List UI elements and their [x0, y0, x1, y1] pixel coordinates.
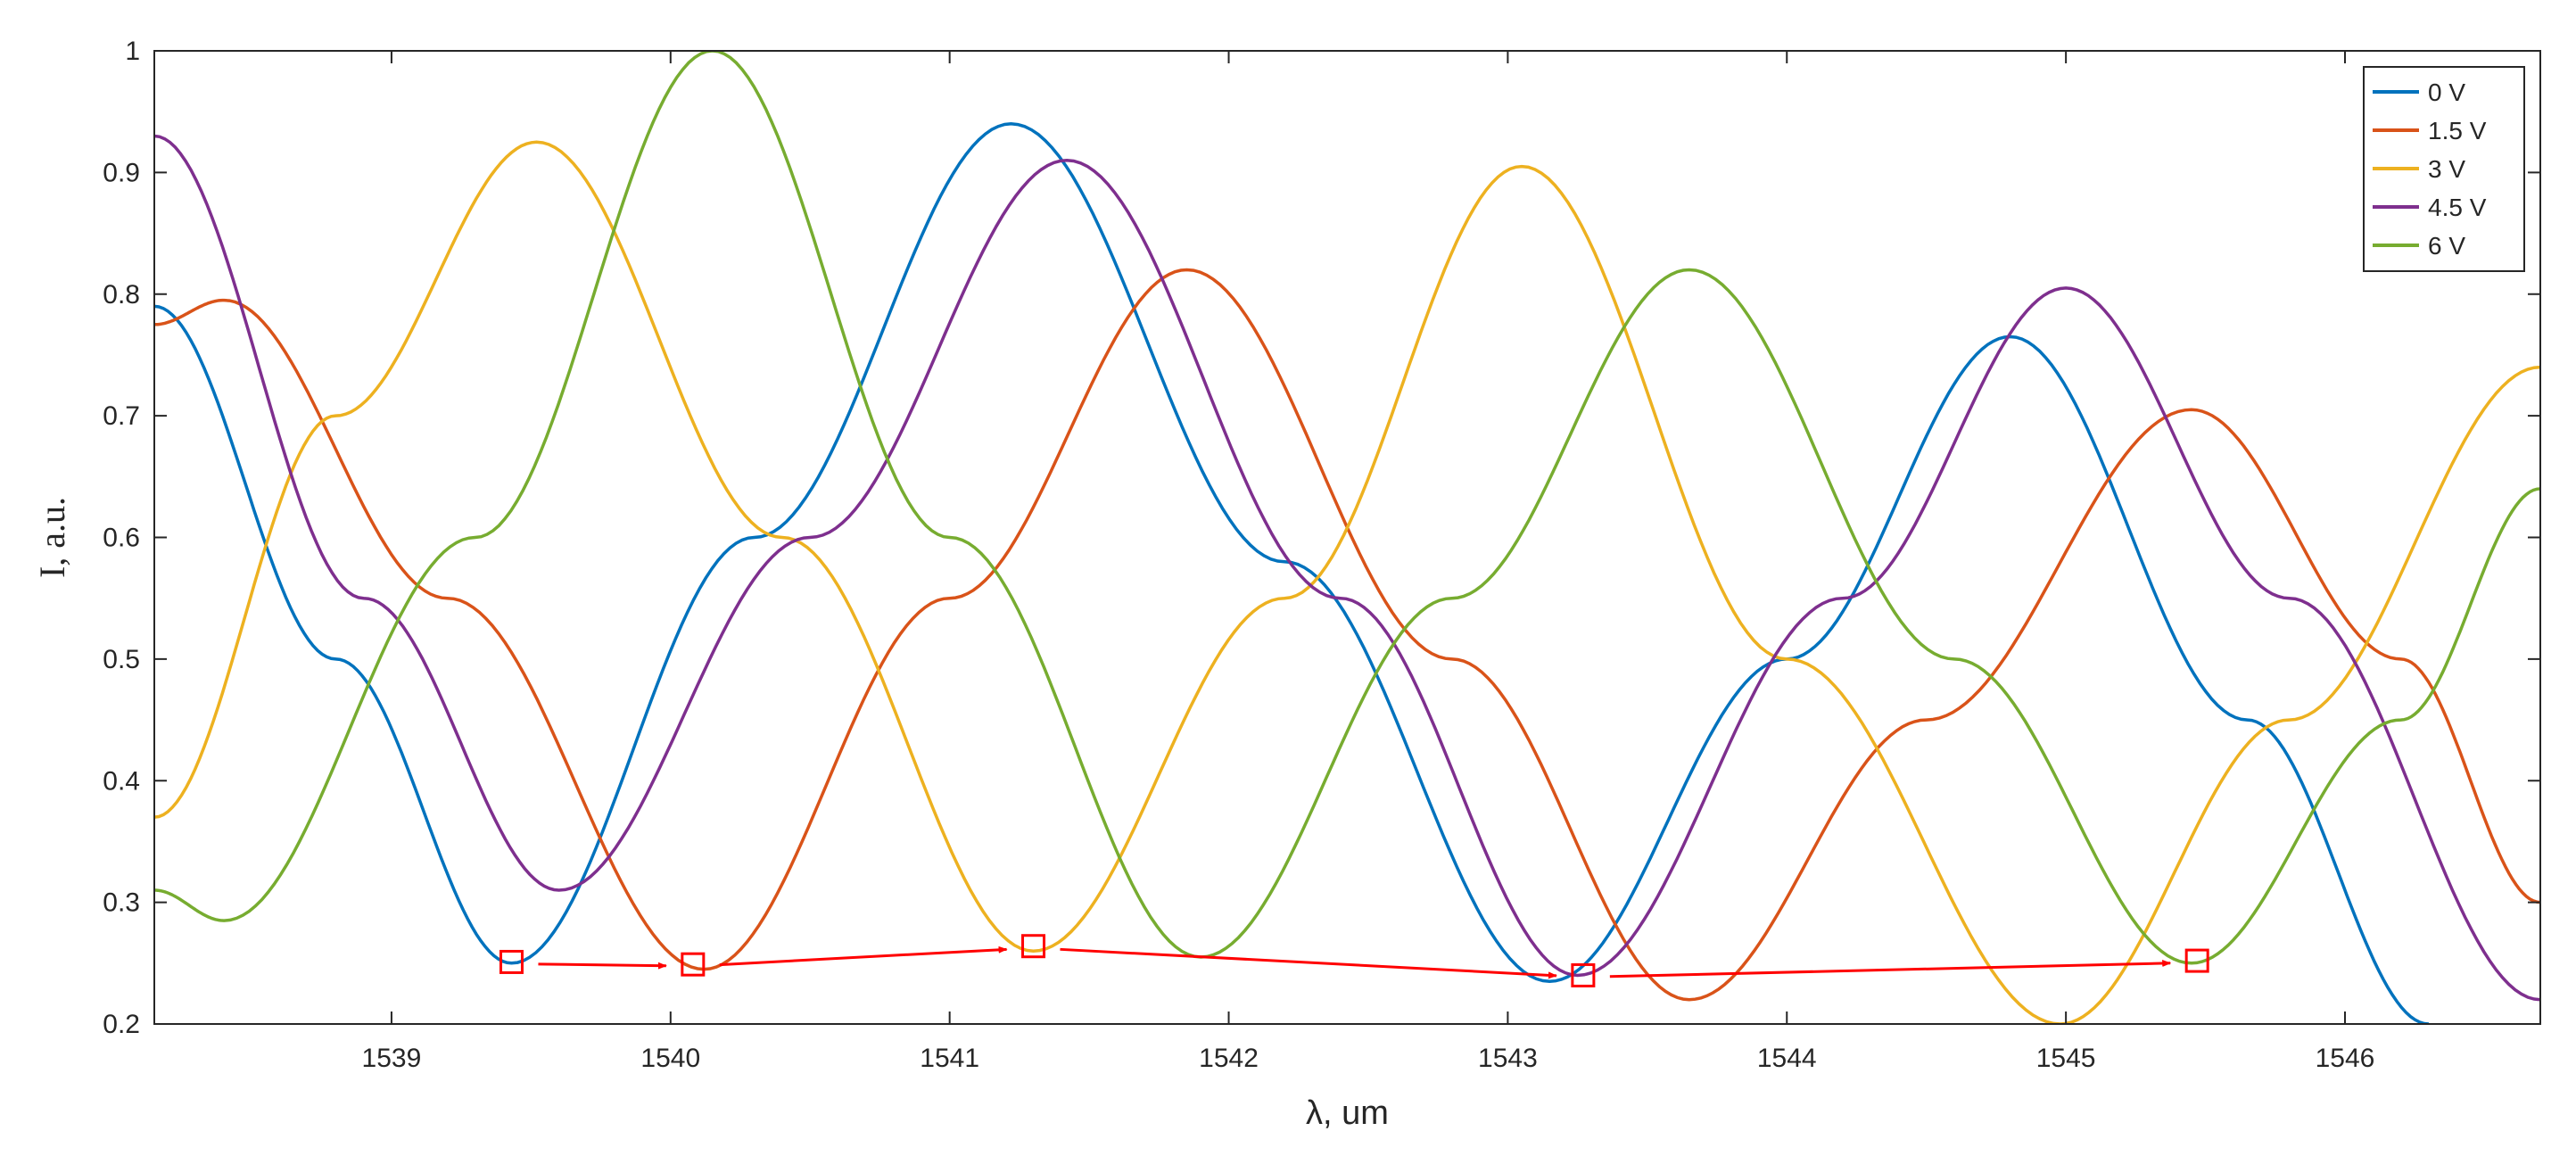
legend-label: 1.5 V — [2428, 117, 2487, 144]
y-tick-label: 0.3 — [103, 888, 140, 918]
annotation-arrow — [1060, 947, 1557, 979]
series-group — [154, 51, 2540, 1024]
x-tick-label: 1542 — [1199, 1044, 1259, 1073]
series-line-5 — [154, 51, 2540, 965]
x-tick-label: 1545 — [2036, 1044, 2096, 1073]
series-line-4 — [154, 134, 2540, 1002]
x-tick-label: 1546 — [2316, 1044, 2375, 1073]
y-tick-label: 0.7 — [103, 401, 140, 431]
y-tick-label: 0.4 — [103, 766, 140, 796]
y-tick-label: 0.2 — [103, 1010, 140, 1039]
plot-area-frame — [153, 50, 2541, 1025]
x-tick-label: 1540 — [640, 1044, 700, 1073]
annotation-square-marker — [681, 952, 706, 977]
y-tick-label: 0.8 — [103, 280, 140, 310]
annotation-arrow — [538, 962, 667, 970]
annotation-square-marker — [1571, 962, 1596, 987]
legend-label: 0 V — [2428, 78, 2465, 106]
series-line-2 — [154, 268, 2540, 1002]
x-tick-label: 1541 — [920, 1044, 979, 1073]
annotation-square-marker — [499, 949, 524, 974]
legend: 0 V 1.5 V 3 V 4.5 V 6 V — [2363, 66, 2525, 272]
y-tick-label: 0.9 — [103, 158, 140, 187]
legend-label: 6 V — [2428, 232, 2465, 260]
legend-label: 3 V — [2428, 155, 2465, 183]
x-tick-label: 1544 — [1757, 1044, 1817, 1073]
x-axis-ticks: 1539 1540 1541 1542 1543 1544 1545 1546 — [362, 51, 2375, 1073]
series-line-3 — [154, 140, 2540, 1024]
annotation-arrow — [1609, 960, 2172, 978]
y-tick-label: 0.6 — [103, 524, 140, 553]
y-axis-label: I, a.u. — [32, 497, 72, 578]
annotation-square-marker — [1021, 934, 1046, 959]
annotation-square-marker — [2184, 948, 2209, 973]
series-line-1 — [154, 122, 2430, 1024]
y-axis-ticks: 0.2 0.3 0.4 0.5 0.6 0.7 0.8 0.9 1 — [103, 37, 2540, 1039]
legend-label: 4.5 V — [2428, 194, 2487, 221]
x-tick-label: 1539 — [362, 1044, 422, 1073]
annotation-group — [499, 934, 2209, 987]
x-axis-label: λ, um — [1306, 1094, 1389, 1132]
annotation-arrow — [719, 945, 1008, 967]
y-tick-label: 0.5 — [103, 645, 140, 674]
x-tick-label: 1543 — [1478, 1044, 1538, 1073]
y-tick-label: 1 — [125, 37, 140, 66]
